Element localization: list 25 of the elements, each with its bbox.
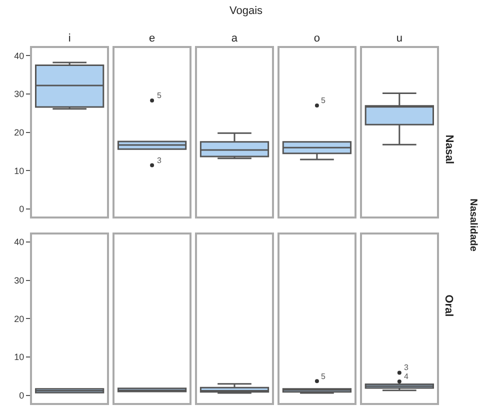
x-tick-label: e	[148, 32, 156, 45]
annotation: 5	[321, 372, 326, 381]
text: Oral	[442, 294, 455, 317]
x-tick-label: a	[231, 32, 238, 45]
y-tick-label: 30	[14, 276, 24, 286]
y-tick-label: 10	[14, 166, 24, 176]
y-tick-label: 0	[19, 204, 24, 214]
chart-title: Vogais	[229, 4, 264, 17]
y-tick-label: 30	[14, 89, 24, 100]
y-tick-label: 10	[14, 352, 24, 362]
annotation: 3	[404, 363, 409, 372]
y-tick-label: 0	[19, 390, 24, 400]
text: Nasal	[442, 134, 455, 164]
y-tick-label: 40	[14, 237, 24, 248]
y-tick-label: 20	[14, 127, 24, 138]
y-tick-label: 20	[14, 314, 24, 324]
annotation: 3	[157, 156, 162, 165]
annotation: 4	[404, 372, 409, 381]
x-tick-label: i	[68, 32, 71, 45]
text: Nasalidade	[467, 198, 478, 252]
annotation: 5	[321, 96, 326, 105]
annotation: 5	[157, 91, 162, 100]
y-tick-label: 40	[14, 50, 24, 61]
x-tick-label: u	[396, 32, 402, 45]
x-tick-label: o	[314, 32, 320, 45]
